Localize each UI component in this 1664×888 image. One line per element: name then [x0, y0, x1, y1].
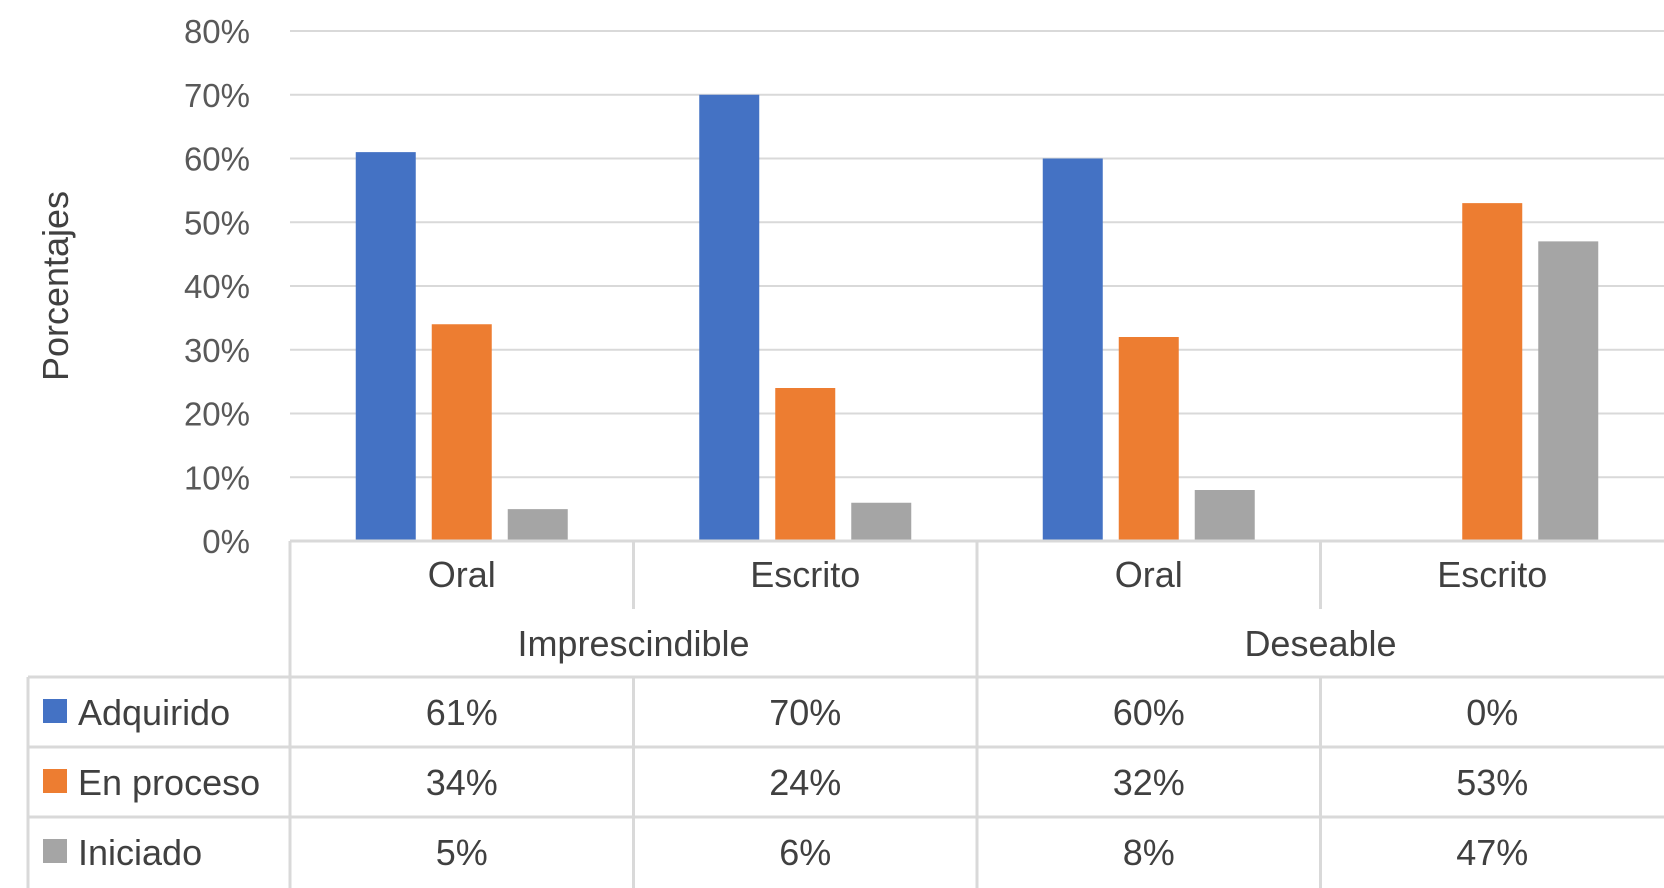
y-axis-title: Porcentajes [35, 191, 76, 381]
legend-swatch [43, 769, 67, 793]
y-tick-label: 50% [184, 204, 250, 241]
y-tick-label: 30% [184, 332, 250, 369]
data-label: 61% [426, 692, 498, 733]
legend-swatch [43, 839, 67, 863]
y-tick-label: 70% [184, 77, 250, 114]
group-label: Deseable [1244, 623, 1396, 664]
data-label: 6% [779, 832, 831, 873]
data-label: 8% [1123, 832, 1175, 873]
category-label: Oral [1115, 554, 1183, 595]
legend-label: Iniciado [78, 832, 202, 873]
gridlines [290, 30, 1664, 542]
data-label: 0% [1466, 692, 1518, 733]
bar [1194, 490, 1255, 541]
bar [851, 502, 912, 541]
bar [699, 94, 760, 541]
y-tick-label: 60% [184, 141, 250, 178]
data-label: 24% [769, 762, 841, 803]
y-tick-label: 80% [184, 13, 250, 50]
legend-swatch [43, 699, 67, 723]
y-axis-ticks: 0% 10% 20% 30% 40% 50% 60% 70% 80% [184, 13, 250, 560]
y-tick-label: 0% [202, 523, 250, 560]
bar [355, 152, 416, 541]
bar [507, 509, 568, 541]
data-label: 70% [769, 692, 841, 733]
bar [775, 388, 836, 541]
y-tick-label: 40% [184, 268, 250, 305]
data-label: 47% [1456, 832, 1528, 873]
category-label: Escrito [750, 554, 860, 595]
group-label: Imprescindible [517, 623, 749, 664]
data-label: 34% [426, 762, 498, 803]
data-label: 60% [1113, 692, 1185, 733]
legend-label: En proceso [78, 762, 260, 803]
legend-label: Adquirido [78, 692, 230, 733]
data-label: 53% [1456, 762, 1528, 803]
bars [355, 94, 1599, 541]
y-tick-label: 10% [184, 459, 250, 496]
bar [1462, 203, 1523, 541]
data-label: 32% [1113, 762, 1185, 803]
bar [1538, 241, 1599, 541]
data-label: 5% [436, 832, 488, 873]
bar [1042, 158, 1103, 541]
category-label: Escrito [1437, 554, 1547, 595]
bar [1118, 337, 1179, 541]
y-tick-label: 20% [184, 396, 250, 433]
bar [431, 324, 492, 541]
category-label: Oral [428, 554, 496, 595]
